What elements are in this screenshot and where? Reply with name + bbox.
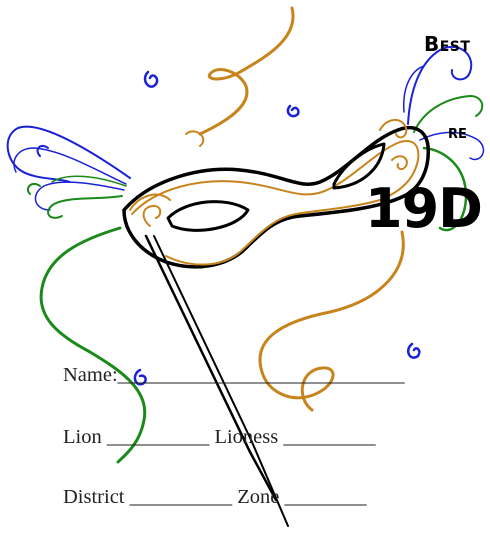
green-streamers [39,226,147,464]
left-feathers [6,125,131,219]
name-label: Name: [63,364,118,386]
right-feathers [403,45,485,232]
gold-streamers [185,6,405,412]
name-row: Name:____________________________ [63,365,405,386]
lion-label: Lion [63,426,102,448]
lion-row: Lion __________ Lioness _________ [63,427,376,448]
district-field[interactable]: __________ [129,486,233,508]
heading-line-1: Best [424,32,471,56]
zone-field[interactable]: ________ [284,486,367,508]
heading-line-2: re [448,122,467,143]
zone-label: Zone [237,486,280,508]
mask-body [122,119,430,269]
name-field[interactable]: ____________________________ [117,364,405,386]
heading-district-number: 19D [365,177,483,240]
district-label: District [63,486,125,508]
lion-field[interactable]: __________ [106,426,210,448]
blue-swirls [133,70,421,386]
lioness-label: Lioness [214,426,279,448]
lioness-field[interactable]: _________ [283,426,376,448]
mask-stick [144,234,289,527]
district-row: District __________ Zone ________ [63,487,367,508]
